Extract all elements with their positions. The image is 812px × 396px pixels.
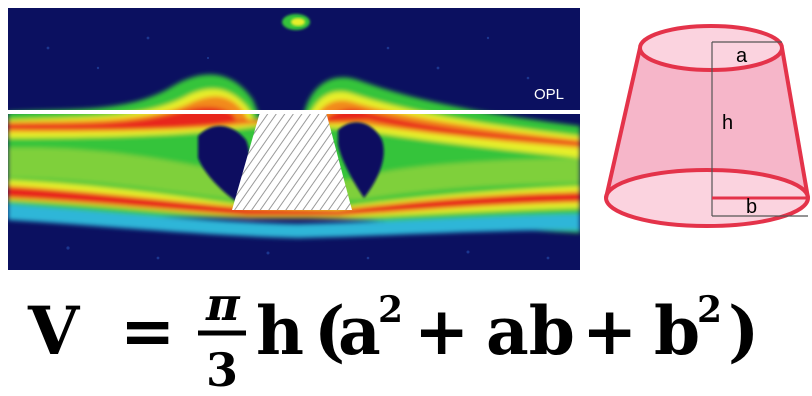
- frustum-volume-formula: V = π 3 h ( a 2 + ab + b 2 ): [27, 277, 759, 396]
- formula-close-paren: ): [728, 292, 759, 370]
- formula-pi: π: [205, 277, 241, 331]
- formula-plus-2: +: [582, 292, 637, 370]
- retina-band-base: [8, 204, 580, 238]
- frustum-side-left: [604, 47, 642, 199]
- formula-b: b: [654, 292, 700, 370]
- formula-volume: V: [27, 292, 81, 370]
- frustum-side-right: [780, 47, 810, 199]
- retina-band-middle: [8, 147, 580, 200]
- oct-scan-image: OPL: [8, 8, 580, 270]
- hatched-measurement-region: [232, 112, 352, 210]
- label-a: a: [736, 45, 748, 67]
- retina-band-rpe: [8, 186, 580, 216]
- formula-plus-1: +: [414, 292, 469, 370]
- formula-three: 3: [206, 343, 238, 396]
- opl-label: OPL: [534, 86, 564, 103]
- formula-exp-2: 2: [697, 289, 722, 331]
- formula-open-paren: (: [314, 292, 345, 370]
- speckle-noise: [46, 36, 550, 260]
- vitreous-fleck-core: [291, 18, 305, 26]
- cyst-right: [338, 122, 384, 198]
- frustum-base: [606, 170, 808, 226]
- retina-band-red-top: [8, 107, 580, 145]
- formula-equals: =: [120, 292, 175, 370]
- cyst-left: [198, 125, 250, 204]
- formula-ab: ab: [486, 292, 575, 370]
- formula-exp-1: 2: [378, 289, 403, 331]
- frustum-body: [606, 48, 808, 198]
- frustum-top: [638, 24, 784, 72]
- label-b: b: [746, 196, 757, 218]
- label-h: h: [722, 112, 733, 134]
- frustum-diagram: a h b: [604, 24, 810, 228]
- formula-h: h: [256, 292, 304, 370]
- formula-a: a: [338, 292, 381, 370]
